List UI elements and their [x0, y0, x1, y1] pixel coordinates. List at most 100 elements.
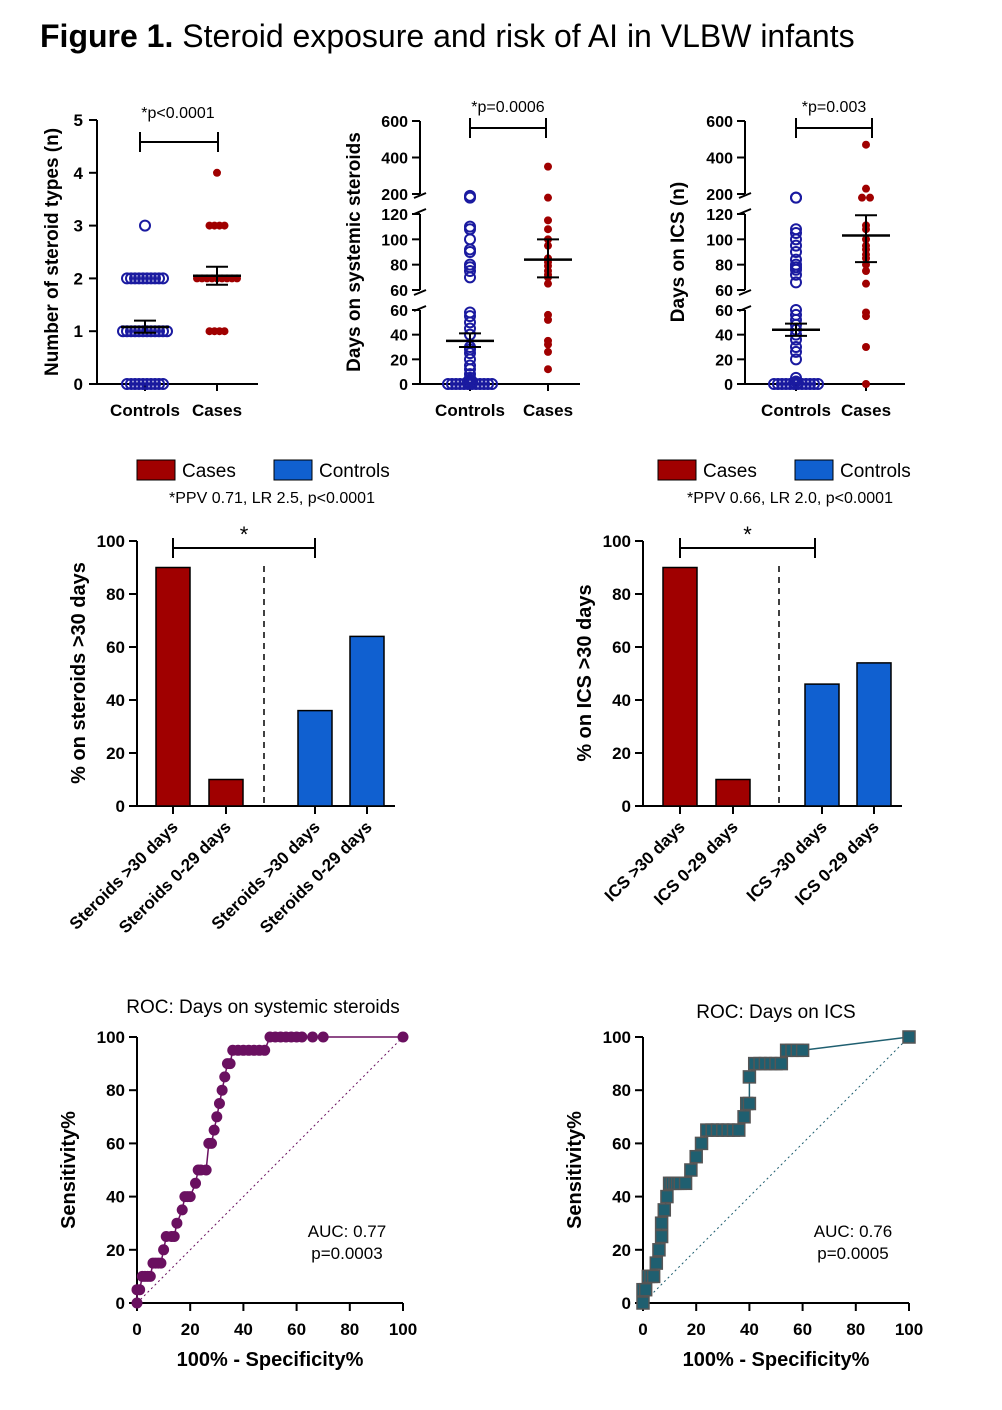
panel-e-y-tick-label: 40 [612, 691, 631, 710]
panel-d-sig-star: * [240, 522, 249, 547]
panel-c-cases-point [862, 184, 870, 193]
panel-b-controls-point [464, 347, 476, 360]
panel-b-annotation: *p=0.0006 [471, 99, 545, 116]
panel-c-y-tick-label: 0 [724, 377, 733, 394]
panel-g-auc-text: AUC: 0.76 [814, 1222, 892, 1241]
panel-c-controls-point [790, 246, 802, 258]
panel-b-y-tick-label: 20 [390, 352, 408, 369]
panel-a-y-tick-label: 1 [74, 322, 83, 341]
panel-g-y-tick-label: 0 [622, 1294, 631, 1313]
panel-e-sig-star: * [743, 522, 752, 547]
panel-g-roc-point [684, 1163, 698, 1177]
panel-b-controls-point [464, 189, 476, 202]
panel-f-roc-point [208, 1124, 220, 1136]
panel-g-roc-point [694, 1136, 709, 1151]
panel-g-roc-point [678, 1176, 693, 1191]
panel-g-y-tick-label: 40 [612, 1188, 631, 1207]
panel-f-roc-point [296, 1031, 308, 1043]
panel-d-annotation: *PPV 0.71, LR 2.5, p<0.0001 [169, 490, 375, 507]
panel-b-y-tick-label: 200 [381, 187, 408, 204]
panel-c-controls-point [768, 378, 780, 390]
panel-a-y-label: Number of steroid types (n) [42, 128, 63, 376]
panel-a-y-tick-label: 2 [74, 269, 83, 288]
panel-g-x-tick-label: 40 [740, 1320, 759, 1339]
panel-e-bar [715, 778, 751, 807]
panel-g-y-label: Sensitivity% [564, 1111, 586, 1229]
panel-c-controls-point [790, 239, 802, 252]
panel-a-controls-point [121, 272, 133, 285]
panel-f-x-tick-label: 20 [181, 1320, 200, 1339]
panel-g-x-tick-label: 100 [895, 1320, 923, 1339]
panel-f-roc-point [205, 1137, 217, 1149]
panel-e-y-tick-label: 20 [612, 744, 631, 763]
panel-f-p-text: p=0.0003 [311, 1244, 382, 1263]
panel-c-controls-point [772, 378, 784, 390]
panel-b-controls-point [486, 378, 498, 390]
panel-e-legend-cases-label: Cases [703, 461, 757, 482]
panel-c-cases-point [862, 343, 870, 351]
panel-d-y-tick-label: 20 [106, 744, 125, 763]
panel-c-controls-point [790, 227, 802, 239]
panel-g-roc-point [654, 1216, 669, 1230]
panel-a-controls-point [141, 272, 153, 285]
panel-c-cases-point [862, 308, 870, 317]
panel-d-y-tick-label: 40 [106, 691, 125, 710]
panel-g-roc-point [902, 1030, 916, 1044]
panel-c-controls-point [812, 378, 824, 390]
panel-a-controls-point [133, 272, 145, 285]
figure-title-text: Steroid exposure and risk of AI in VLBW … [173, 18, 855, 54]
panel-b-controls-point [464, 371, 476, 384]
panel-c-annotation: *p=0.003 [802, 99, 867, 116]
panel-c-controls-point [790, 341, 802, 353]
panel-g-reference-line [642, 1036, 910, 1304]
panel-b-controls-point [464, 220, 476, 233]
panel-c-y-tick-label: 80 [715, 258, 733, 275]
panel-a-controls-point [139, 219, 151, 232]
panel-a-controls-point [133, 378, 145, 390]
panel-c-y-tick-label: 200 [706, 187, 733, 204]
panel-d-y-tick-label: 60 [106, 638, 125, 657]
panel-c-controls-point [804, 378, 816, 390]
panel-b-controls-point [474, 378, 486, 390]
panel-b-controls-point [454, 378, 466, 390]
panel-c-cases-point [862, 267, 870, 275]
panel-f-roc-point [190, 1177, 202, 1189]
panel-f-x-tick-label: 0 [132, 1320, 141, 1339]
panel-b-break-3 [413, 289, 427, 296]
panel-f-roc-point [317, 1031, 329, 1043]
panel-a-cases-point [220, 221, 229, 230]
panel-f-auc-text: AUC: 0.77 [308, 1222, 386, 1241]
panel-a-controls-point [153, 272, 165, 285]
panel-f-roc-point [184, 1191, 196, 1203]
panel-g-title: ROC: Days on ICS [696, 1002, 855, 1023]
panel-f-roc-point [200, 1164, 212, 1176]
panel-a-controls-point [129, 272, 141, 285]
panel-a-x-tick-label: Controls [110, 401, 180, 420]
panel-b-controls-point [464, 310, 476, 323]
panel-f-roc-point [219, 1071, 231, 1083]
panel-d-y-tick-label: 100 [97, 532, 125, 551]
panel-f-x-label: 100% - Specificity% [177, 1349, 364, 1371]
panel-c-controls-point [790, 308, 802, 321]
panel-f-roc-point [213, 1098, 225, 1109]
panel-b-controls-point [464, 258, 476, 271]
panel-g-roc-point [657, 1203, 672, 1217]
panel-c-x-tick-label: Controls [761, 401, 831, 420]
panel-d-bar [208, 778, 244, 807]
panel-c-controls-point [790, 258, 802, 271]
panel-c-controls-point [790, 345, 802, 358]
panel-f-title: ROC: Days on systemic steroids [126, 997, 399, 1018]
panel-b-y-tick-label: 80 [390, 258, 408, 275]
panel-a-y-tick-label: 5 [74, 111, 83, 130]
panel-a-y-tick-label: 3 [74, 217, 83, 236]
panel-c-cases-point [862, 140, 870, 149]
panel-c-controls-point [790, 276, 802, 289]
panel-f-x-tick-label: 60 [287, 1320, 306, 1339]
panel-a-controls-point [149, 378, 161, 390]
panel-d-y-tick-label: 80 [106, 585, 125, 604]
panel-g-roc-point [646, 1269, 661, 1284]
panel-b-controls-point [482, 378, 494, 390]
panel-c-controls-point [790, 223, 802, 236]
panel-a-controls-point [145, 378, 157, 390]
